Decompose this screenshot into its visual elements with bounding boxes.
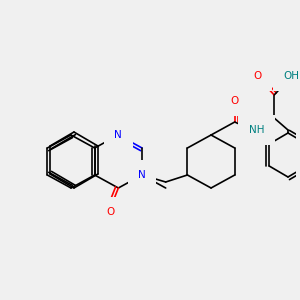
Text: O: O bbox=[253, 71, 262, 81]
Text: N: N bbox=[115, 130, 122, 140]
Text: N: N bbox=[138, 170, 146, 180]
Text: O: O bbox=[106, 207, 115, 217]
Text: O: O bbox=[231, 96, 239, 106]
Text: OH: OH bbox=[283, 71, 299, 81]
Text: NH: NH bbox=[249, 125, 264, 135]
